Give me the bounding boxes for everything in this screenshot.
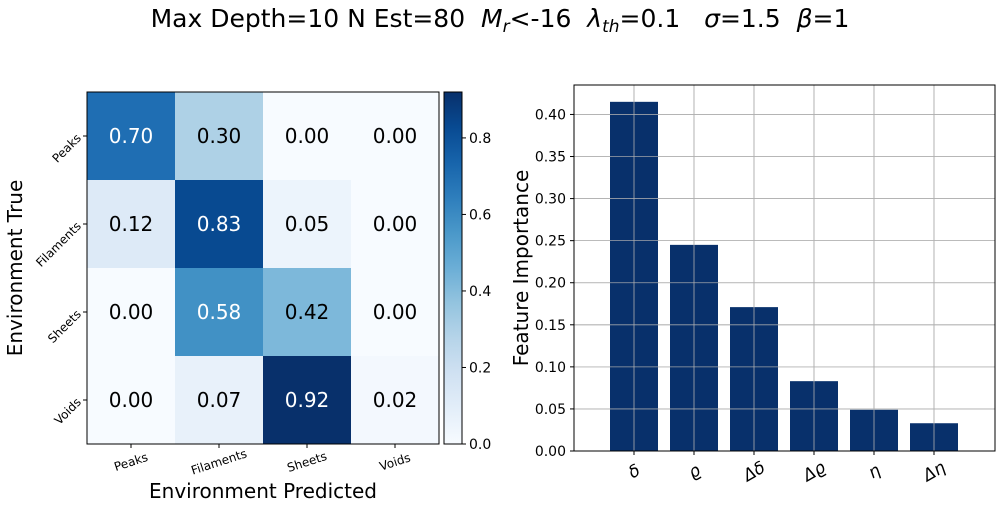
heatmap-cell bbox=[263, 92, 352, 181]
y-tick-label: 0.15 bbox=[535, 318, 566, 334]
heatmap-cell-label: 0.00 bbox=[109, 388, 154, 412]
x-tick-label: δ bbox=[625, 461, 644, 484]
y-tick-label: 0.35 bbox=[535, 150, 566, 166]
colorbar: 0.0 0.2 0.4 0.6 0.8 bbox=[443, 91, 491, 453]
heatmap-cell bbox=[263, 180, 352, 269]
title-part: Max Depth=10 N Est=80 bbox=[150, 4, 482, 33]
heatmap-cell bbox=[263, 268, 352, 357]
heatmap-cell-label: 0.00 bbox=[373, 300, 418, 324]
heatmap-cell bbox=[351, 356, 440, 445]
heatmap-frame bbox=[86, 91, 440, 445]
y-tick-label: 0.40 bbox=[535, 107, 566, 123]
x-tick-label: Peaks bbox=[112, 450, 149, 474]
bar-axes-frame bbox=[573, 84, 996, 452]
x-tick-label: Δϱ bbox=[798, 457, 829, 487]
heatmap-cell bbox=[351, 180, 440, 269]
heatmap-cell bbox=[87, 268, 176, 357]
title-part: th bbox=[602, 17, 620, 37]
title-part: σ bbox=[704, 4, 720, 33]
title-part: r bbox=[502, 17, 510, 37]
heatmap-cell bbox=[175, 92, 264, 181]
colorbar-tick-label: 0.8 bbox=[469, 131, 491, 147]
y-tick-label: 0.25 bbox=[535, 234, 566, 250]
x-tick-label: Filaments bbox=[189, 446, 248, 477]
title-part: =0.1 bbox=[619, 4, 705, 33]
feature-importance-chart: 0.00 0.05 0.10 0.15 0.20 0.25 0.30 0.35 0.40 δ ϱ Δδ… bbox=[509, 84, 996, 487]
heatmap-cell bbox=[351, 268, 440, 357]
y-tick-label: 0.30 bbox=[535, 192, 566, 208]
colorbar-gradient bbox=[443, 91, 463, 445]
x-tick-label: η bbox=[865, 460, 885, 483]
heatmap-cell bbox=[263, 356, 352, 445]
colorbar-tick-label: 0.6 bbox=[469, 207, 491, 223]
y-axis-label: Environment True bbox=[3, 180, 27, 357]
x-tick-label: Δη bbox=[918, 457, 949, 487]
confusion-matrix: 0.70 0.30 0.00 0.00 0.12 0.83 0.05 0.00 0.00 0.58… bbox=[3, 91, 440, 503]
title-part: =1.5 bbox=[719, 4, 797, 33]
title-part: M bbox=[481, 4, 503, 33]
x-tick-label: Sheets bbox=[285, 449, 328, 475]
x-tick-label: ϱ bbox=[685, 460, 705, 483]
title-part: β bbox=[796, 4, 813, 33]
heatmap-cell bbox=[175, 180, 264, 269]
y-tick-label: Sheets bbox=[45, 307, 84, 346]
y-tick-label: 0.20 bbox=[535, 276, 566, 292]
x-tick-label: Δδ bbox=[738, 458, 769, 487]
heatmap-cell-label: 0.12 bbox=[109, 212, 154, 236]
heatmap-cell bbox=[351, 92, 440, 181]
figure-title: Max Depth=10 N Est=80 Mr<-16 λth=0.1 σ=1… bbox=[0, 4, 1000, 37]
heatmap-cell-label: 0.07 bbox=[197, 388, 242, 412]
heatmap-cell-label: 0.30 bbox=[197, 124, 242, 148]
colorbar-tick-label: 0.4 bbox=[469, 284, 491, 300]
x-axis-label: Environment Predicted bbox=[149, 479, 377, 503]
heatmap-cell-label: 0.70 bbox=[109, 124, 154, 148]
heatmap-cell bbox=[87, 356, 176, 445]
y-axis-label: Feature Importance bbox=[509, 170, 533, 367]
title-part: λ bbox=[587, 4, 603, 33]
heatmap-cell-label: 0.42 bbox=[285, 300, 330, 324]
title-part: =1 bbox=[812, 4, 850, 33]
x-tick-label: Voids bbox=[378, 450, 413, 473]
heatmap-cell-label: 0.00 bbox=[109, 300, 154, 324]
heatmap-cell-label: 0.92 bbox=[285, 388, 330, 412]
heatmap-cell-label: 0.05 bbox=[285, 212, 330, 236]
heatmap-cell bbox=[87, 92, 176, 181]
colorbar-tick-label: 0.0 bbox=[469, 437, 491, 453]
y-tick-label: Voids bbox=[52, 395, 84, 427]
heatmap-cell-label: 0.02 bbox=[373, 388, 418, 412]
heatmap-cell-label: 0.00 bbox=[373, 212, 418, 236]
heatmap-cell bbox=[175, 356, 264, 445]
heatmap-cell bbox=[87, 180, 176, 269]
heatmap-cell-label: 0.00 bbox=[373, 124, 418, 148]
y-tick-label: 0.10 bbox=[535, 360, 566, 376]
y-tick-label: Peaks bbox=[49, 131, 83, 165]
heatmap-cell-label: 0.83 bbox=[197, 212, 242, 236]
y-tick-label: 0.00 bbox=[535, 444, 566, 460]
y-tick-label: 0.05 bbox=[535, 402, 566, 418]
title-part: <-16 bbox=[509, 4, 588, 33]
colorbar-tick-label: 0.2 bbox=[469, 360, 491, 376]
heatmap-cell-label: 0.58 bbox=[197, 300, 242, 324]
heatmap-cell bbox=[175, 268, 264, 357]
heatmap-cell-label: 0.00 bbox=[285, 124, 330, 148]
y-tick-label: Filaments bbox=[33, 219, 84, 270]
